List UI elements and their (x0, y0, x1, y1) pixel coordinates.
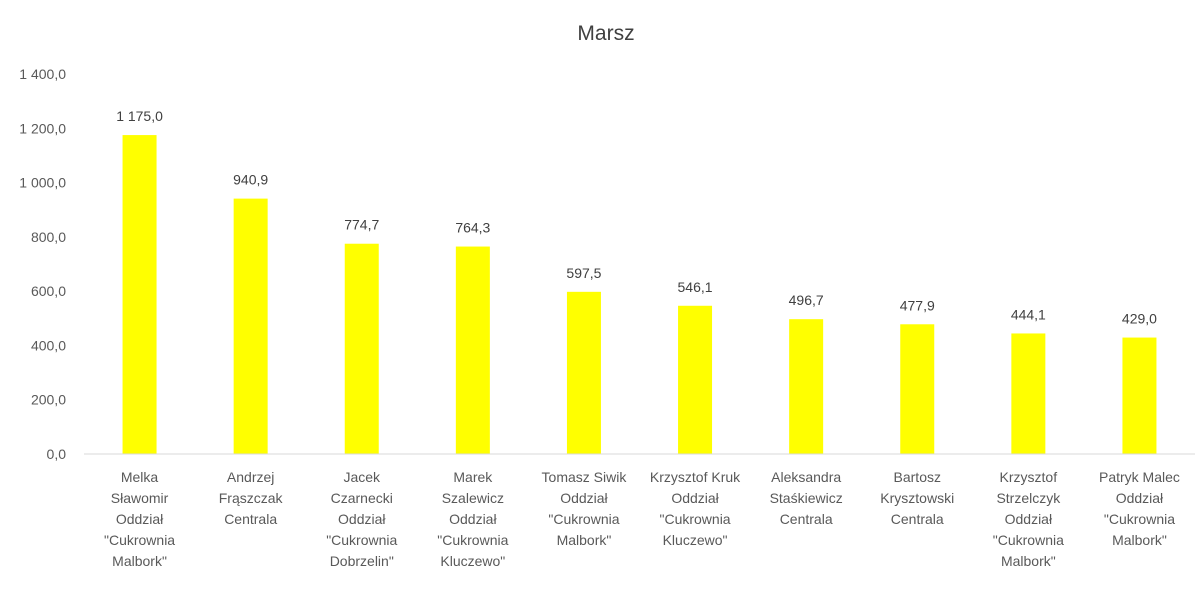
bar (566, 291, 601, 454)
category-label: Tomasz Siwik Oddział "Cukrownia Malbork" (542, 469, 628, 548)
category-label-line: Centrala (224, 511, 277, 527)
category-label-line: Marek (453, 469, 493, 485)
y-tick-label: 400,0 (31, 337, 66, 353)
bar-value-label: 1 175,0 (116, 108, 163, 124)
category-label: Andrzej Frąszczak Centrala (219, 469, 284, 527)
bar (122, 135, 157, 455)
category-label-line: Aleksandra (771, 469, 841, 485)
category-label-line: Andrzej (227, 469, 274, 485)
category-label-line: Malbork" (112, 553, 167, 569)
y-axis: 0,0 200,0 400,0 600,0 800,0 1 000,0 1 200,0 1 4… (19, 66, 66, 462)
value-labels-group: 1 175,0 940,9 774,7 764,3 597,5 546,1 496,7 477… (116, 108, 1157, 326)
category-label: Patryk Malec Oddział "Cukrownia Malbork" (1099, 469, 1180, 548)
category-label-line: "Cukrownia (659, 511, 730, 527)
y-tick-label: 800,0 (31, 229, 66, 245)
bar-value-label: 774,7 (344, 217, 379, 233)
bar (1122, 337, 1157, 454)
category-label-line: Malbork" (557, 532, 612, 548)
bar-value-label: 940,9 (233, 172, 268, 188)
bar-value-label: 444,1 (1011, 306, 1046, 322)
category-label-line: "Cukrownia (548, 511, 619, 527)
y-tick-label: 1 000,0 (19, 175, 66, 191)
category-label-line: Patryk Malec (1099, 469, 1180, 485)
category-label-line: "Cukrownia (104, 532, 175, 548)
category-label: Aleksandra Staśkiewicz Centrala (770, 469, 843, 527)
category-label: Jacek Czarnecki Oddział "Cukrownia Dobrzelin… (326, 469, 397, 569)
category-label-line: Oddział (338, 511, 386, 527)
category-label-line: "Cukrownia (1104, 511, 1175, 527)
category-label-line: Oddział (1116, 490, 1164, 506)
category-label-line: Centrala (780, 511, 833, 527)
category-label-line: Krysztowski (880, 490, 954, 506)
category-label-line: Frąszczak (219, 490, 284, 506)
x-axis: Melka Sławomir Oddział "Cukrownia Malbork" An… (104, 469, 1180, 569)
bar-value-label: 429,0 (1122, 311, 1157, 327)
chart-title: Marsz (577, 22, 634, 45)
category-label-line: Melka (121, 469, 159, 485)
category-label-line: Malbork" (1001, 553, 1056, 569)
category-label-line: Czarnecki (331, 490, 393, 506)
y-tick-label: 0,0 (47, 446, 67, 462)
category-label-line: Kluczewo" (663, 532, 728, 548)
category-label-line: Dobrzelin" (330, 553, 394, 569)
bar-value-label: 597,5 (566, 265, 601, 281)
category-label-line: Centrala (891, 511, 944, 527)
category-label-line: Strzelczyk (996, 490, 1061, 506)
category-label: Melka Sławomir Oddział "Cukrownia Malbork" (104, 469, 175, 569)
bar (233, 198, 268, 454)
category-label-line: Kluczewo" (440, 553, 505, 569)
bar-value-label: 764,3 (455, 220, 490, 236)
category-label-line: Szalewicz (442, 490, 504, 506)
category-label-line: Krzysztof Kruk (650, 469, 741, 485)
category-label-line: Oddział (449, 511, 497, 527)
y-tick-label: 1 200,0 (19, 120, 66, 136)
bar (678, 305, 713, 454)
category-label-line: "Cukrownia (326, 532, 397, 548)
category-label-line: Tomasz Siwik (542, 469, 628, 485)
bar-value-label: 477,9 (900, 297, 935, 313)
bar (1011, 333, 1046, 454)
bar (344, 243, 379, 454)
bars-group (122, 135, 1157, 455)
bar-value-label: 496,7 (789, 292, 824, 308)
bar (789, 319, 824, 454)
category-label-line: Bartosz (894, 469, 941, 485)
bar-value-label: 546,1 (678, 279, 713, 295)
y-tick-label: 600,0 (31, 283, 66, 299)
y-tick-label: 1 400,0 (19, 66, 66, 82)
category-label-line: Staśkiewicz (770, 490, 843, 506)
bar (900, 324, 935, 454)
category-label-line: Oddział (116, 511, 164, 527)
category-label: Krzysztof Strzelczyk Oddział "Cukrownia Malb… (993, 469, 1064, 569)
y-tick-label: 200,0 (31, 392, 66, 408)
category-label: Krzysztof Kruk Oddział "Cukrownia Kluczewo" (650, 469, 741, 548)
category-label: Bartosz Krysztowski Centrala (880, 469, 954, 527)
bar (455, 246, 490, 454)
category-label-line: Oddział (560, 490, 608, 506)
category-label-line: Jacek (343, 469, 381, 485)
category-label-line: "Cukrownia (437, 532, 508, 548)
category-label-line: Sławomir (111, 490, 169, 506)
category-label-line: "Cukrownia (993, 532, 1064, 548)
category-label-line: Oddział (1005, 511, 1053, 527)
category-label: Marek Szalewicz Oddział "Cukrownia Kluczewo" (437, 469, 508, 569)
category-label-line: Malbork" (1112, 532, 1167, 548)
category-label-line: Oddział (671, 490, 719, 506)
category-label-line: Krzysztof (1000, 469, 1058, 485)
